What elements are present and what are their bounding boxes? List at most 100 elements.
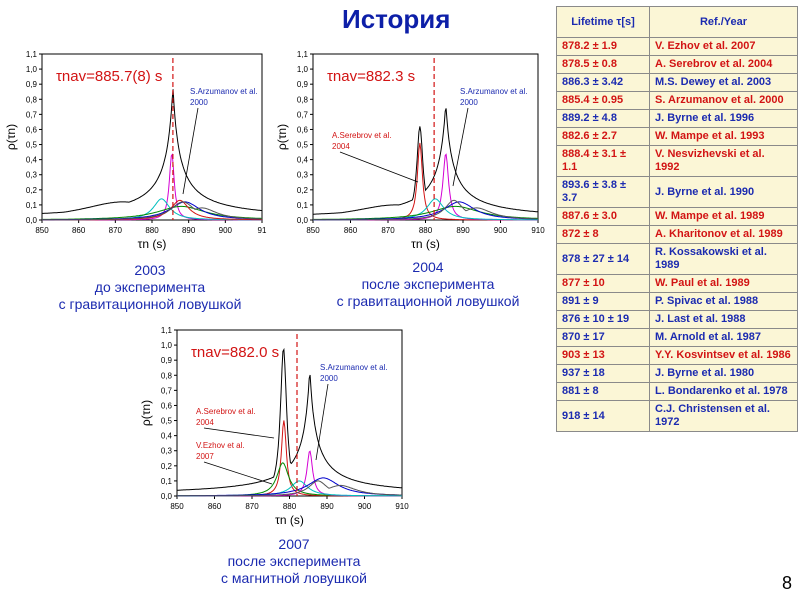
reference-cell: M. Arnold et al. 1987	[649, 328, 798, 347]
lifetime-cell: 876 ± 10 ± 19	[556, 310, 650, 329]
y-tick-label: 0,1	[161, 477, 173, 486]
chart-2003: 0,0 0,1 0,2 0,3 0,4 0,5 0,6 0,7 0,8 0,9 1,0 1,1 850 8…	[4, 50, 267, 251]
table-row: 877 ± 10 W. Paul et al. 1989	[556, 274, 798, 293]
reference-cell: Y.Y. Kosvintsev et al. 1986	[649, 346, 798, 365]
reference-cell: A. Serebrov et al. 2004	[649, 55, 798, 74]
y-tick-label: 0,9	[297, 80, 309, 89]
tau-average-label: τnav=882.3 s	[327, 68, 415, 85]
table-row: 888.4 ± 3.1 ± 1.1 V. Nesvizhevski et al. …	[556, 145, 798, 177]
caption-line: 2004	[412, 259, 444, 275]
reference-cell: J. Byrne et al. 1996	[649, 109, 798, 128]
lifetime-cell: 893.6 ± 3.8 ± 3.7	[556, 176, 650, 208]
table-row: 918 ± 14 C.J. Christensen et al. 1972	[556, 400, 798, 432]
x-tick-label: 860	[344, 226, 358, 235]
lifetime-table: Lifetime τ[s] Ref./Year 878.2 ± 1.9 V. Ez…	[556, 6, 798, 432]
plot-area: 0,0 0,1 0,2 0,3 0,4 0,5 0,6 0,7 0,8 0,9 1,0 1,1 850 8…	[4, 50, 267, 251]
reference-cell: R. Kossakowski et al. 1989	[649, 243, 798, 275]
table-row: 878.2 ± 1.9 V. Ezhov et al. 2007	[556, 37, 798, 56]
table-row: 889.2 ± 4.8 J. Byrne et al. 1996	[556, 109, 798, 128]
table-row: 878 ± 27 ± 14 R. Kossakowski et al. 1989	[556, 243, 798, 275]
y-tick-label: 0,1	[297, 201, 309, 210]
series-line	[313, 108, 538, 215]
x-axis-label: τn (s)	[138, 237, 167, 251]
reference-cell: V. Nesvizhevski et al. 1992	[649, 145, 798, 177]
reference-cell: J. Byrne et al. 1990	[649, 176, 798, 208]
y-tick-label: 0,6	[161, 401, 173, 410]
x-tick-label: 870	[245, 502, 259, 511]
annotation-year: 2004	[332, 142, 350, 151]
lifetime-cell: 885.4 ± 0.95	[556, 91, 650, 110]
x-tick-label: 890	[456, 226, 470, 235]
table-row: 885.4 ± 0.95 S. Arzumanov et al. 2000	[556, 91, 798, 110]
annotation-label: S.Arzumanov et al.	[190, 87, 258, 96]
table-row: 872 ± 8 A. Kharitonov et al. 1989	[556, 225, 798, 244]
lifetime-cell: 872 ± 8	[556, 225, 650, 244]
table-header-row: Lifetime τ[s] Ref./Year	[556, 6, 798, 38]
x-tick-label: 850	[170, 502, 184, 511]
y-tick-label: 0,7	[161, 386, 173, 395]
lifetime-cell: 870 ± 17	[556, 328, 650, 347]
x-tick-label: 880	[419, 226, 433, 235]
y-tick-label: 0,0	[297, 216, 309, 225]
x-axis-label: τn (s)	[411, 237, 440, 251]
table-row: 881 ± 8 L. Bondarenko et al. 1978	[556, 382, 798, 401]
annotation-year: 2000	[320, 374, 338, 383]
x-tick-label: 890	[182, 226, 196, 235]
header-ref-year: Ref./Year	[649, 6, 798, 38]
lifetime-cell: 937 ± 18	[556, 364, 650, 383]
x-tick-label: 910	[395, 502, 409, 511]
x-tick-label: 900	[494, 226, 508, 235]
y-tick-label: 0,4	[161, 432, 173, 441]
chart-2004: 0,0 0,1 0,2 0,3 0,4 0,5 0,6 0,7 0,8 0,9 1,0 1,1 850 8…	[275, 50, 545, 251]
y-tick-label: 0,2	[297, 186, 309, 195]
caption-line: после эксперимента	[361, 276, 495, 292]
y-tick-label: 1,1	[161, 326, 173, 335]
table-row: 903 ± 13 Y.Y. Kosvintsev et al. 1986	[556, 346, 798, 365]
tau-average-label: τnav=882.0 s	[191, 344, 279, 361]
table-row: 891 ± 9 P. Spivac et al. 1988	[556, 292, 798, 311]
x-tick-label: 890	[320, 502, 334, 511]
annotation-pointer	[203, 427, 275, 439]
y-tick-label: 1,1	[26, 50, 38, 59]
annotation-pointer	[452, 107, 469, 187]
series-line	[313, 199, 539, 221]
y-tick-label: 1,0	[161, 341, 173, 350]
annotation-pointer	[339, 151, 419, 183]
lifetime-cell: 881 ± 8	[556, 382, 650, 401]
reference-cell: L. Bondarenko et al. 1978	[649, 382, 798, 401]
table-row: 937 ± 18 J. Byrne et al. 1980	[556, 364, 798, 383]
y-tick-label: 0,5	[161, 417, 173, 426]
lifetime-cell: 882.6 ± 2.7	[556, 127, 650, 146]
x-axis-label: τn (s)	[275, 513, 304, 527]
y-tick-label: 0,1	[26, 201, 38, 210]
annotation-year: 2000	[460, 98, 478, 107]
annotation-label: A.Serebrov et al.	[196, 407, 256, 416]
table-row: 878.5 ± 0.8 A. Serebrov et al. 2004	[556, 55, 798, 74]
lifetime-cell: 903 ± 13	[556, 346, 650, 365]
y-tick-label: 1,0	[297, 65, 309, 74]
caption-line: с гравитационной ловушкой	[336, 293, 520, 309]
y-tick-label: 0,8	[297, 95, 309, 104]
x-tick-label: 860	[72, 226, 86, 235]
series-line	[177, 480, 402, 497]
reference-cell: M.S. Dewey et al. 2003	[649, 73, 798, 92]
lifetime-cell: 918 ± 14	[556, 400, 650, 432]
lifetime-cell: 878.5 ± 0.8	[556, 55, 650, 74]
y-tick-label: 0,5	[297, 141, 309, 150]
table-row: 882.6 ± 2.7 W. Mampe et al. 1993	[556, 127, 798, 146]
y-axis-label: ρ(τn)	[275, 124, 289, 150]
y-tick-label: 0,3	[26, 171, 38, 180]
chart-caption-2003: 2003 до эксперимента с гравитационной ло…	[40, 262, 260, 313]
y-tick-label: 0,3	[297, 171, 309, 180]
reference-cell: W. Mampe et al. 1989	[649, 207, 798, 226]
reference-cell: W. Paul et al. 1989	[649, 274, 798, 293]
plot-area: 0,0 0,1 0,2 0,3 0,4 0,5 0,6 0,7 0,8 0,9 1,0 1,1 850 8…	[139, 326, 409, 527]
tau-average-label: τnav=885.7(8) s	[56, 68, 162, 85]
reference-cell: S. Arzumanov et al. 2000	[649, 91, 798, 110]
table-row: 876 ± 10 ± 19 J. Last et al. 1988	[556, 310, 798, 329]
lifetime-cell: 889.2 ± 4.8	[556, 109, 650, 128]
x-tick-label: 850	[35, 226, 49, 235]
annotation-label: A.Serebrov et al.	[332, 131, 392, 140]
plot-area: 0,0 0,1 0,2 0,3 0,4 0,5 0,6 0,7 0,8 0,9 1,0 1,1 850 8…	[275, 50, 545, 251]
y-tick-label: 0,2	[161, 462, 173, 471]
